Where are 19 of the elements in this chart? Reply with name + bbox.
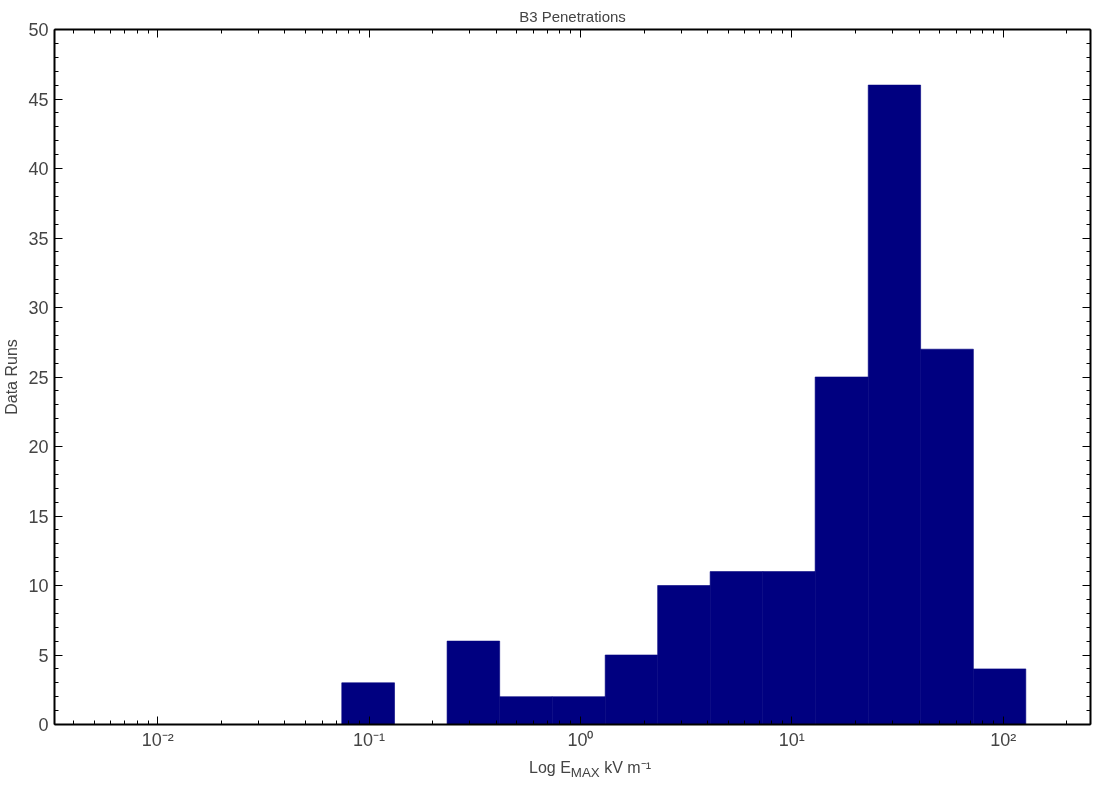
y-tick-label: 35 — [28, 228, 49, 249]
x-tick-label: 10⁰ — [567, 729, 594, 750]
y-tick-label: 40 — [28, 159, 49, 179]
x-tick-label: 10⁻¹ — [353, 729, 386, 750]
x-tick-label: 10⁻² — [141, 729, 174, 750]
y-tick-label: 30 — [28, 298, 49, 318]
y-tick-label: 10 — [28, 576, 49, 596]
y-tick-label: 5 — [38, 645, 49, 666]
y-tick-label: 25 — [28, 367, 49, 388]
x-tick-label: 10¹ — [778, 729, 805, 750]
x-axis-title: Log E$_{MAX}$ kV m⁻¹ — [529, 758, 651, 783]
y-tick-label: 50 — [28, 20, 49, 40]
y-tick-label: 45 — [28, 89, 49, 110]
x-tick-label: 10² — [990, 729, 1017, 750]
y-axis-title: Data Runs — [3, 339, 21, 415]
y-tick-label: 15 — [28, 506, 49, 527]
y-tick-label: 0 — [38, 715, 49, 735]
chart-title: B3 Penetrations — [519, 7, 626, 25]
y-tick-label: 20 — [28, 437, 49, 457]
